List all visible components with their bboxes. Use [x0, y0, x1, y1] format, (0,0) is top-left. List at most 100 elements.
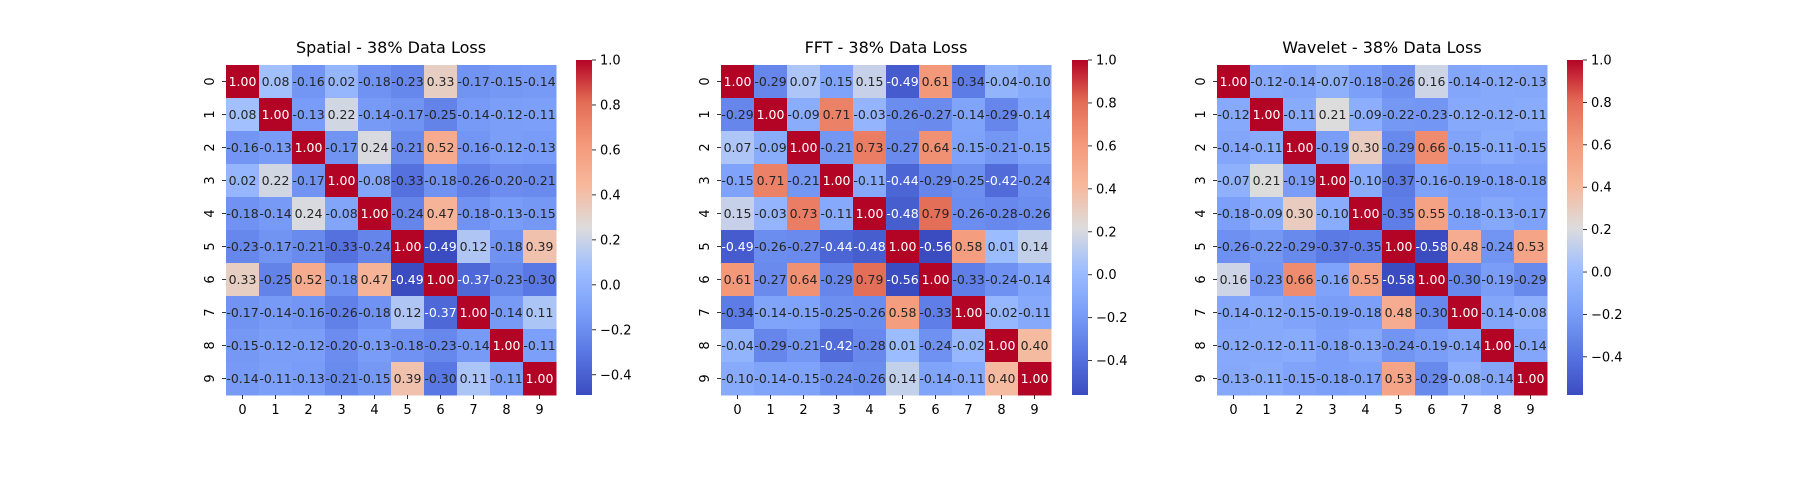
- heatmap-cell: [721, 98, 755, 132]
- heatmap-cell: [1514, 296, 1548, 330]
- heatmap-cell: [457, 65, 491, 99]
- heatmap-cell: [391, 230, 425, 264]
- colorbar-tick-label: 0.6: [600, 143, 621, 158]
- heatmap-cell: [358, 263, 392, 297]
- heatmap-cell: [1283, 362, 1317, 396]
- cell-value-label: -0.15: [358, 371, 390, 386]
- heatmap-cell: [292, 263, 326, 297]
- cell-value-label: 0.02: [229, 173, 257, 188]
- cell-value-label: 1.00: [757, 107, 785, 122]
- heatmap-cell: [424, 65, 458, 99]
- colorbar-tick-label: 0.4: [1096, 182, 1117, 197]
- cell-value-label: -0.15: [1514, 140, 1546, 155]
- cell-value-label: -0.27: [754, 272, 786, 287]
- cell-value-label: -0.11: [1250, 140, 1282, 155]
- heatmap-cell: [1349, 197, 1383, 231]
- cell-value-label: 0.12: [460, 239, 488, 254]
- heatmap-cell: [886, 197, 920, 231]
- heatmap-cell: [292, 197, 326, 231]
- cell-value-label: -0.23: [391, 74, 423, 89]
- cell-value-label: -0.26: [853, 305, 885, 320]
- cell-value-label: 0.30: [1286, 206, 1314, 221]
- cell-value-label: -0.11: [853, 173, 885, 188]
- cell-value-label: -0.12: [1481, 107, 1513, 122]
- cell-value-label: -0.11: [523, 107, 555, 122]
- cell-value-label: -0.17: [325, 140, 357, 155]
- heatmap-cell: [919, 296, 953, 330]
- heatmap-cell: [325, 65, 359, 99]
- x-tick-label: 8: [1493, 403, 1501, 418]
- cell-value-label: -0.22: [1382, 107, 1414, 122]
- heatmap-cell: [985, 98, 1019, 132]
- heatmap-cell: [1316, 263, 1350, 297]
- cell-value-label: 1.00: [1220, 74, 1248, 89]
- cell-value-label: -0.29: [1283, 239, 1315, 254]
- heatmap-cell: [952, 65, 986, 99]
- cell-value-label: -0.24: [820, 371, 852, 386]
- cell-value-label: 0.08: [262, 74, 290, 89]
- cell-value-label: 1.00: [988, 338, 1016, 353]
- cell-value-label: 0.39: [394, 371, 422, 386]
- y-tick-label: 1: [1194, 110, 1209, 118]
- x-tick-label: 0: [1229, 403, 1237, 418]
- heatmap-cell: [1481, 329, 1515, 363]
- heatmap-cell: [1250, 362, 1284, 396]
- cell-value-label: -0.02: [952, 338, 984, 353]
- cell-value-label: -0.11: [1018, 305, 1050, 320]
- heatmap-cell: [523, 296, 557, 330]
- heatmap-cell: [952, 362, 986, 396]
- heatmap-cell: [1514, 362, 1548, 396]
- cell-value-label: -0.35: [1349, 239, 1381, 254]
- heatmap-cell: [1316, 98, 1350, 132]
- heatmap-cell: [1514, 197, 1548, 231]
- heatmap-cell: [853, 296, 887, 330]
- heatmap-cell: [1349, 65, 1383, 99]
- cell-value-label: -0.16: [292, 305, 324, 320]
- cell-value-label: -0.18: [1349, 305, 1381, 320]
- cell-value-label: 1.00: [724, 74, 752, 89]
- cell-value-label: -0.15: [787, 305, 819, 320]
- heatmap-cell: [1018, 230, 1052, 264]
- heatmap-cell: [457, 131, 491, 165]
- heatmap-cell: [292, 131, 326, 165]
- cell-value-label: -0.21: [325, 371, 357, 386]
- heatmap-cell: [919, 263, 953, 297]
- cell-value-label: -0.28: [985, 206, 1017, 221]
- cell-value-label: -0.34: [952, 74, 984, 89]
- cell-value-label: -0.14: [1217, 305, 1249, 320]
- cell-value-label: -0.13: [292, 371, 324, 386]
- cell-value-label: -0.12: [1217, 338, 1249, 353]
- cell-value-label: -0.20: [490, 173, 522, 188]
- heatmap-cell: [1415, 329, 1449, 363]
- cell-value-label: -0.11: [1514, 107, 1546, 122]
- heatmap-cell: [886, 296, 920, 330]
- cell-value-label: -0.24: [391, 206, 423, 221]
- x-tick-label: 1: [766, 403, 774, 418]
- heatmap-cell: [1514, 164, 1548, 198]
- cell-value-label: -0.21: [820, 140, 852, 155]
- cell-value-label: 0.16: [1418, 74, 1446, 89]
- cell-value-label: 0.64: [790, 272, 818, 287]
- heatmap-cell: [1448, 296, 1482, 330]
- heatmap-cell: [1217, 230, 1251, 264]
- heatmap-cell: [523, 197, 557, 231]
- heatmap-cell: [1481, 131, 1515, 165]
- heatmap-cell: [985, 164, 1019, 198]
- cell-value-label: -0.33: [325, 239, 357, 254]
- heatmap-cell: [391, 197, 425, 231]
- cell-value-label: -0.18: [1349, 74, 1381, 89]
- heatmap-cell: [226, 164, 260, 198]
- heatmap-cell: [1415, 296, 1449, 330]
- heatmap-cell: [1018, 197, 1052, 231]
- heatmap-cell: [1018, 296, 1052, 330]
- heatmap-cell: [1018, 362, 1052, 396]
- heatmap-cell: [754, 98, 788, 132]
- cell-value-label: -0.49: [886, 74, 918, 89]
- cell-value-label: 1.00: [823, 173, 851, 188]
- heatmap-cell: [1382, 131, 1416, 165]
- x-tick-label: 9: [1526, 403, 1534, 418]
- cell-value-label: -0.15: [952, 140, 984, 155]
- heatmap-cell: [886, 98, 920, 132]
- x-tick-label: 8: [997, 403, 1005, 418]
- cell-value-label: -0.14: [523, 74, 555, 89]
